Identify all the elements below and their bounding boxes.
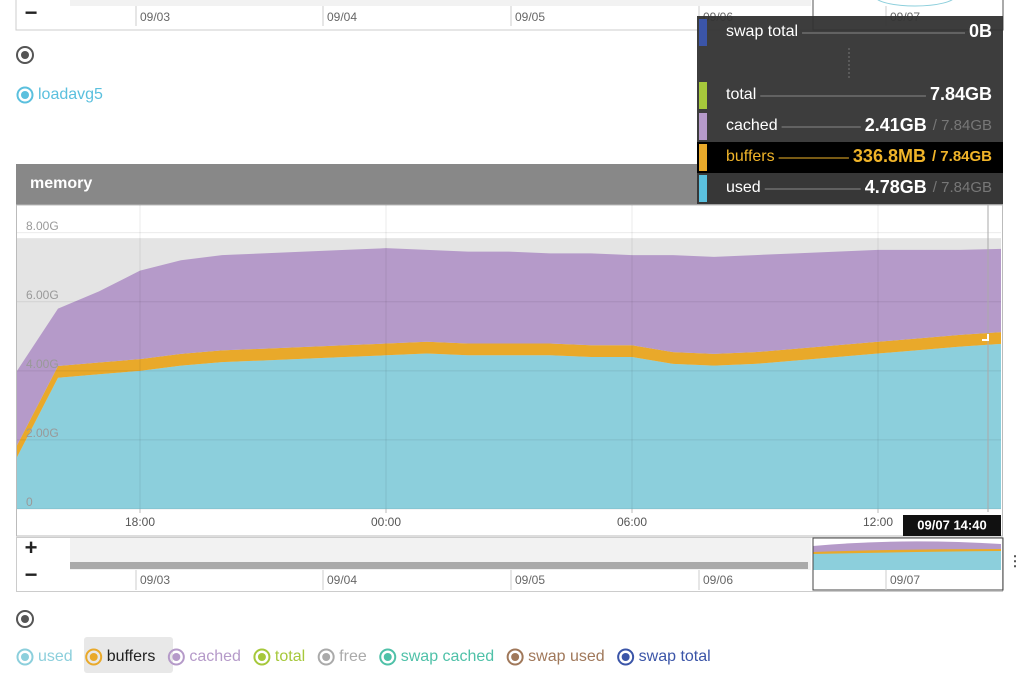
y-tick-label: 4.00G [26, 357, 59, 371]
crosshair-label-bg [903, 515, 1001, 536]
tooltip-swatch [699, 82, 707, 109]
tooltip-label: used [726, 179, 761, 196]
tooltip-label: cached [726, 117, 778, 134]
legend-hover [84, 637, 173, 673]
tooltip-label: buffers [726, 148, 775, 165]
tooltip-swatch [699, 144, 707, 171]
legend-item[interactable]: total [275, 648, 305, 665]
used-area [17, 343, 1001, 509]
x-tick-label: 12:00 [863, 515, 893, 529]
tooltip-label: swap total [726, 23, 798, 40]
y-tick-label: 6.00G [26, 288, 59, 302]
tooltip-value: 2.41GB [865, 115, 927, 135]
tooltip-value: 4.78GB [865, 177, 927, 197]
nav-date: 09/04 [327, 10, 357, 24]
legend-icon-dot [89, 653, 98, 661]
legend-icon-dot [383, 653, 392, 661]
legend-icon [317, 648, 335, 666]
x-tick-label: 06:00 [617, 515, 647, 529]
nav-date: 09/03 [140, 10, 170, 24]
tooltip-value: 7.84GB [930, 84, 992, 104]
tooltip-value: 0B [969, 21, 992, 41]
zoom-in[interactable]: + [25, 535, 38, 560]
nav-track [70, 0, 811, 6]
zoom-out[interactable]: − [25, 562, 38, 587]
panel-title: memory [30, 175, 92, 192]
legend-icon [16, 648, 34, 666]
tooltip-of: / 7.84GB [932, 148, 992, 165]
zoom-out[interactable]: − [25, 0, 38, 25]
y-tick-label: 0 [26, 495, 33, 509]
legend-icon [253, 648, 271, 666]
legend-icon [85, 648, 103, 666]
toggle-icon[interactable] [16, 46, 34, 64]
x-tick-label: 18:00 [125, 515, 155, 529]
tooltip-swatch [699, 19, 707, 46]
legend-icon [16, 86, 34, 104]
tooltip-bg [697, 16, 1003, 204]
nav-date: 09/03 [140, 573, 170, 587]
cached-area [17, 248, 1001, 446]
tooltip-value: 336.8MB [853, 146, 926, 166]
x-tick-label: 00:00 [371, 515, 401, 529]
buffers-area [17, 332, 1001, 458]
legend-item[interactable]: swap used [528, 648, 605, 665]
legend-icon [506, 648, 524, 666]
nav-scrollbar[interactable] [70, 562, 808, 569]
legend-icon [167, 648, 185, 666]
legend-icon-dot [322, 653, 331, 661]
legend-icon-dot [21, 91, 29, 99]
legend-icon [617, 648, 635, 666]
legend-item[interactable]: buffers [107, 648, 156, 665]
legend-icon-dot [621, 653, 630, 661]
crosshair-label: 09/07 14:40 [917, 517, 986, 532]
y-tick-label: 8.00G [26, 219, 59, 233]
nav-preview [877, 0, 953, 7]
legend-item[interactable]: cached [189, 648, 241, 665]
tooltip-label: total [726, 86, 756, 103]
nav-date: 09/05 [515, 10, 545, 24]
nav-date: 09/07 [890, 573, 920, 587]
legend-item[interactable]: used [38, 648, 73, 665]
nav-preview-used [813, 551, 1001, 570]
legend-icon-dot [172, 653, 181, 661]
tooltip-highlight [697, 142, 1003, 173]
nav-date: 09/06 [703, 573, 733, 587]
nav-handle[interactable]: ⋮ [1008, 553, 1022, 569]
legend-item[interactable]: swap total [639, 648, 711, 665]
legend-icon [379, 648, 397, 666]
y-tick-label: 2.00G [26, 426, 59, 440]
legend-icon-dot [257, 653, 266, 661]
nav-date: 09/04 [327, 573, 357, 587]
legend-icon-dot [21, 653, 29, 661]
tooltip-of: / 7.84GB [933, 117, 992, 134]
legend-item[interactable]: loadavg5 [38, 86, 103, 103]
toggle-icon-dot [21, 51, 29, 59]
tooltip-of: / 7.84GB [933, 179, 992, 196]
legend-icon-dot [511, 653, 520, 661]
tooltip-swatch [699, 175, 707, 202]
nav-window[interactable] [812, 537, 1004, 591]
tooltip-swatch [699, 113, 707, 140]
legend-item[interactable]: swap cached [401, 648, 494, 665]
nav-date: 09/05 [515, 573, 545, 587]
toggle-icon-dot [21, 615, 29, 623]
crosshair-marker [982, 334, 989, 341]
toggle-icon[interactable] [16, 610, 34, 628]
legend-item[interactable]: free [339, 648, 367, 665]
